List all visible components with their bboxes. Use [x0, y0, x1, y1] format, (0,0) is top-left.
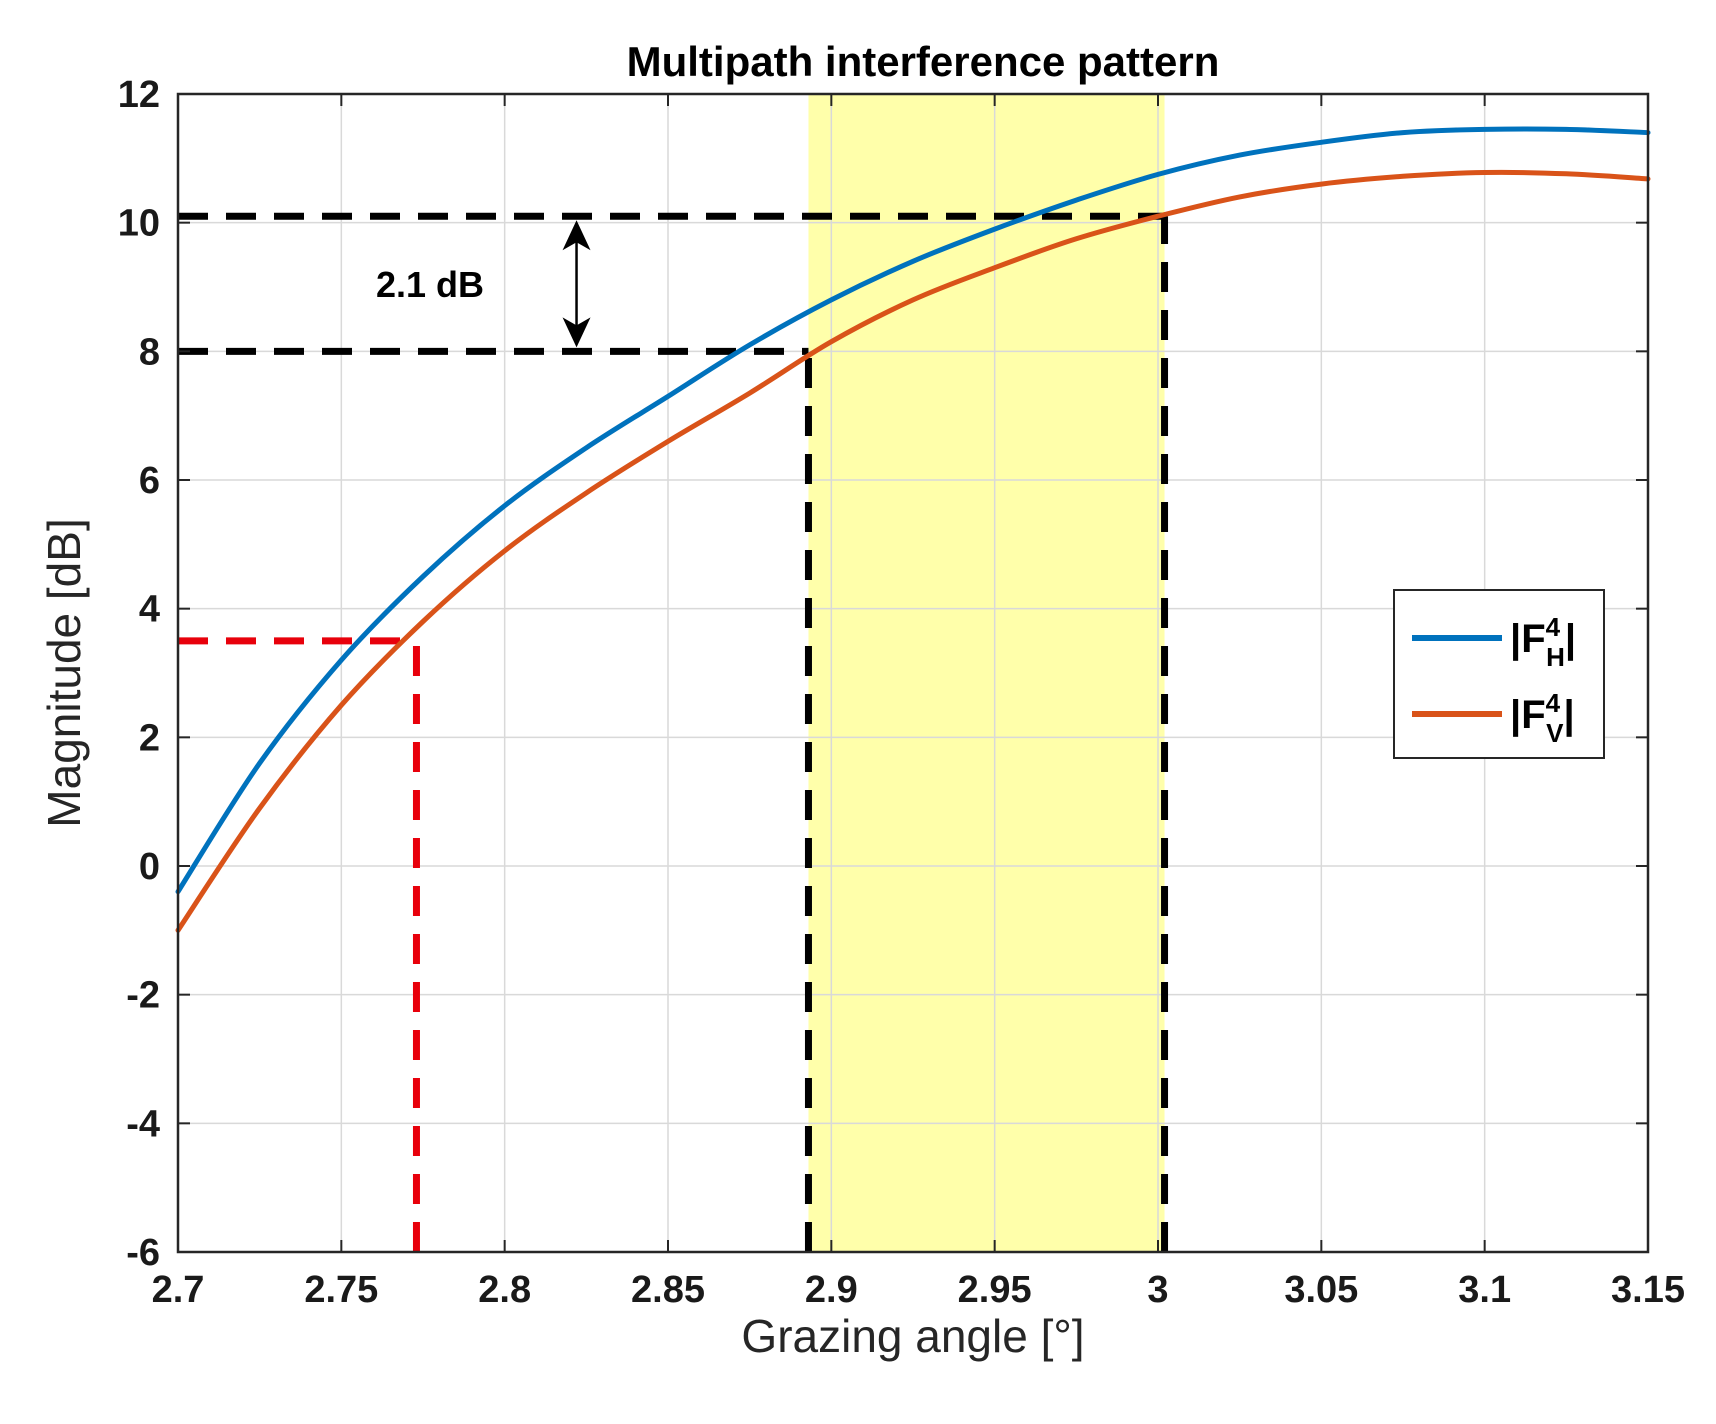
x-tick-label: 3: [1147, 1269, 1168, 1311]
y-tick-label: -4: [126, 1103, 160, 1145]
reference-lines: [178, 212, 1169, 1252]
y-axis-label: Magnitude [dB]: [38, 518, 90, 827]
annotation-arrow-head-up: [562, 220, 591, 251]
x-ticks: 2.7 2.75 2.8 2.85 2.9 2.95 3 3.05 3.1 3.15: [152, 94, 1685, 1311]
legend-label-v-sup: 4: [1546, 688, 1561, 718]
chart-title: Multipath interference pattern: [627, 38, 1220, 85]
legend-label-h: |F4 H|: [1510, 612, 1576, 672]
highlight-band: [808, 94, 1165, 1252]
annotation-label: 2.1 dB: [376, 264, 484, 305]
x-axis-label: Grazing angle [°]: [741, 1310, 1084, 1362]
y-tick-label: 2: [139, 717, 160, 759]
x-tick-label: 3.1: [1458, 1269, 1511, 1311]
series-line-h: [175, 126, 1651, 895]
y-tick-label: -6: [126, 1232, 160, 1274]
legend-label-v-main: |F: [1510, 693, 1546, 737]
y-tick-label: 12: [118, 74, 160, 116]
annotation-arrow-head-down: [562, 317, 591, 348]
legend-label-v: |F4 V|: [1510, 688, 1575, 748]
y-tick-label: 8: [139, 331, 160, 373]
series-line-v: [175, 169, 1651, 933]
y-tick-label: 0: [139, 846, 160, 888]
x-tick-label: 2.85: [631, 1269, 705, 1311]
plot-frame: [176, 92, 1650, 1254]
x-tick-label: 3.05: [1284, 1269, 1358, 1311]
y-tick-label: 4: [139, 589, 160, 631]
legend: |F4 H| |F4 V|: [1393, 589, 1605, 759]
y-tick-label: -2: [126, 975, 160, 1017]
x-tick-label: 2.75: [304, 1269, 378, 1311]
legend-label-h-sup: 4: [1546, 612, 1561, 642]
legend-label-h-main: |F: [1510, 617, 1546, 661]
legend-label-h-sub: H: [1546, 642, 1565, 672]
y-tick-label: 6: [139, 460, 160, 502]
legend-label-v-end: |: [1563, 693, 1574, 737]
annotations: 2.1 dB: [376, 220, 591, 348]
x-tick-label: 2.7: [152, 1269, 205, 1311]
x-tick-label: 2.8: [478, 1269, 531, 1311]
y-ticks: -6 -4 -2 0 2 4 6 8 10 12: [118, 74, 1648, 1274]
legend-label-v-sub: V: [1546, 718, 1564, 748]
x-tick-label: 2.9: [805, 1269, 858, 1311]
x-tick-label: 2.95: [958, 1269, 1032, 1311]
x-tick-label: 3.15: [1611, 1269, 1685, 1311]
y-tick-label: 10: [118, 203, 160, 245]
legend-box: [1393, 589, 1605, 759]
legend-label-h-end: |: [1565, 617, 1576, 661]
series-lines: [175, 126, 1651, 933]
